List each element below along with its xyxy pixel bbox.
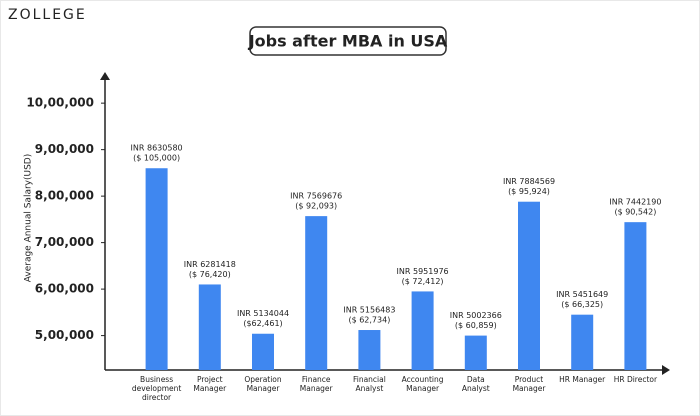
bar-annotation: INR 5002366 [450,311,502,320]
y-tick-label: 6,00,000 [35,282,94,296]
bar-annotation: ($ 105,000) [133,154,180,163]
bar-annotation: ($ 72,412) [402,277,444,286]
x-tick-label: Analyst [355,384,383,393]
x-tick-label: director [142,393,172,402]
bar-annotation: INR 7442190 [609,198,661,207]
x-tick-label: Finance [302,375,331,384]
bar-annotation: INR 5451649 [556,290,608,299]
x-tick-label: Analyst [462,384,490,393]
bar-annotation: ($ 92,093) [295,202,337,211]
bar [571,314,594,370]
x-tick-label: Accounting [402,375,444,384]
x-tick-label: HR Director [614,375,658,384]
x-tick-label: Manager [193,384,227,393]
bar-annotation: INR 5951976 [397,267,449,276]
title-box [249,26,447,56]
x-tick-label: Project [197,375,223,384]
bar-annotation: INR 6281418 [184,260,236,269]
x-tick-label: Product [515,375,544,384]
bar-annotation: INR 8630580 [131,144,183,153]
bar-annotation: ($ 76,420) [189,270,231,279]
bar-annotation: INR 7569676 [290,192,342,201]
bar [305,216,328,370]
x-tick-label: Operation [244,375,282,384]
bar-annotation: INR 5156483 [343,306,395,315]
x-tick-label: Financial [353,375,386,384]
x-axis-arrow [662,365,670,375]
x-tick-label: Manager [247,384,281,393]
bar [464,335,487,370]
bar [358,330,381,370]
bar [518,201,540,370]
bar-annotation: INR 7884569 [503,177,555,186]
chart-title: Jobs after MBA in USA [248,32,448,51]
bar-annotation: ($ 66,325) [561,300,603,309]
y-tick-label: 5,00,000 [35,328,94,342]
y-axis-label: Average Annual Salary(USD) [24,154,34,283]
x-tick-label: Manager [513,384,547,393]
x-tick-label: development [132,384,182,393]
x-tick-label: Manager [300,384,334,393]
bar [145,168,168,370]
x-tick-label: Data [467,375,485,384]
bar-annotation: ($62,461) [243,319,282,328]
bar [411,291,434,370]
y-tick-label: 10,00,000 [26,96,94,110]
bar-annotation: ($ 60,859) [455,321,497,330]
x-tick-label: Business [140,375,173,384]
y-tick-label: 8,00,000 [35,189,94,203]
x-tick-label: HR Manager [559,375,606,384]
bar-annotation: INR 5134044 [237,309,289,318]
bar-annotation: ($ 90,542) [614,208,656,217]
y-tick-label: 7,00,000 [35,235,94,249]
x-tick-label: Manager [406,384,440,393]
brand-logo: ZOLLEGE [8,7,87,23]
bar [624,222,647,370]
bar-annotation: ($ 95,924) [508,187,550,196]
y-axis-arrow [100,72,110,80]
bar [252,333,274,370]
bar [198,284,221,370]
bar-annotation: ($ 62,734) [348,316,390,325]
y-tick-label: 9,00,000 [35,142,94,156]
